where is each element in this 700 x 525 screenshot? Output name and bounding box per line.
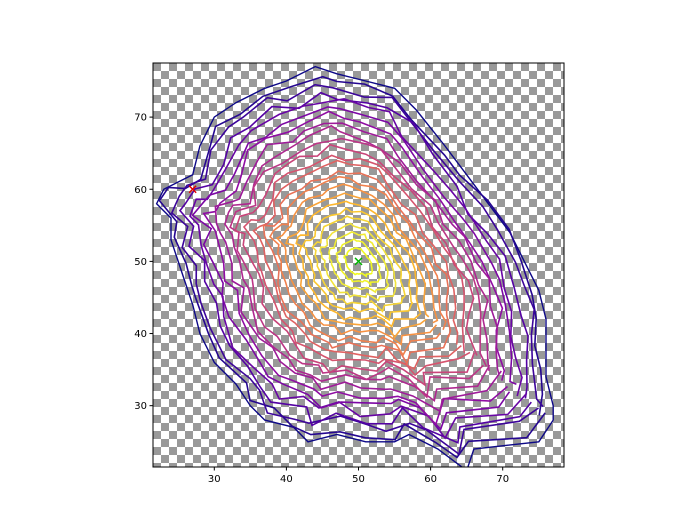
y-tick-label: 40 — [134, 329, 147, 340]
contour-ring-20 — [319, 222, 397, 302]
contour-ring-16 — [285, 192, 430, 339]
y-axis: 30 40 50 60 70 — [134, 113, 153, 412]
contour-ring-13 — [262, 170, 452, 366]
y-tick-label: 30 — [134, 401, 147, 412]
contour-ring-5 — [191, 106, 517, 431]
contour-rings — [155, 65, 554, 467]
contour-ring-21 — [328, 231, 390, 294]
x-tick-label: 50 — [352, 474, 365, 485]
center-x-marker — [354, 257, 363, 266]
x-tick-label: 70 — [496, 474, 509, 485]
center-markers — [188, 185, 363, 266]
contour-ring-19 — [311, 215, 406, 313]
contour-ring-0 — [155, 65, 554, 467]
contour-ring-2 — [170, 83, 544, 456]
contour-ring-11 — [242, 154, 471, 377]
contour-ring-15 — [275, 183, 439, 346]
contour-ring-22 — [335, 238, 382, 287]
contour-ring-8 — [224, 124, 491, 402]
x-tick-label: 40 — [280, 474, 293, 485]
contour-ring-14 — [268, 175, 447, 357]
x-tick-label: 60 — [424, 474, 437, 485]
contour-ring-6 — [202, 110, 509, 427]
x-axis: 30 40 50 60 70 — [208, 467, 509, 485]
contour-ring-3 — [178, 91, 532, 444]
contour-ring-9 — [229, 137, 488, 399]
contour-ring-17 — [295, 200, 422, 328]
contour-ring-1 — [158, 75, 546, 459]
start-x-marker — [188, 185, 197, 194]
y-tick-label: 50 — [134, 257, 147, 268]
y-tick-label: 60 — [134, 185, 147, 196]
contour-ring-7 — [214, 122, 502, 413]
contour-ring-4 — [189, 97, 528, 440]
contour-ring-18 — [301, 207, 414, 322]
contour-ring-23 — [343, 247, 374, 278]
y-tick-label: 70 — [134, 113, 147, 124]
x-tick-label: 30 — [208, 474, 221, 485]
contour-ring-10 — [234, 143, 478, 387]
